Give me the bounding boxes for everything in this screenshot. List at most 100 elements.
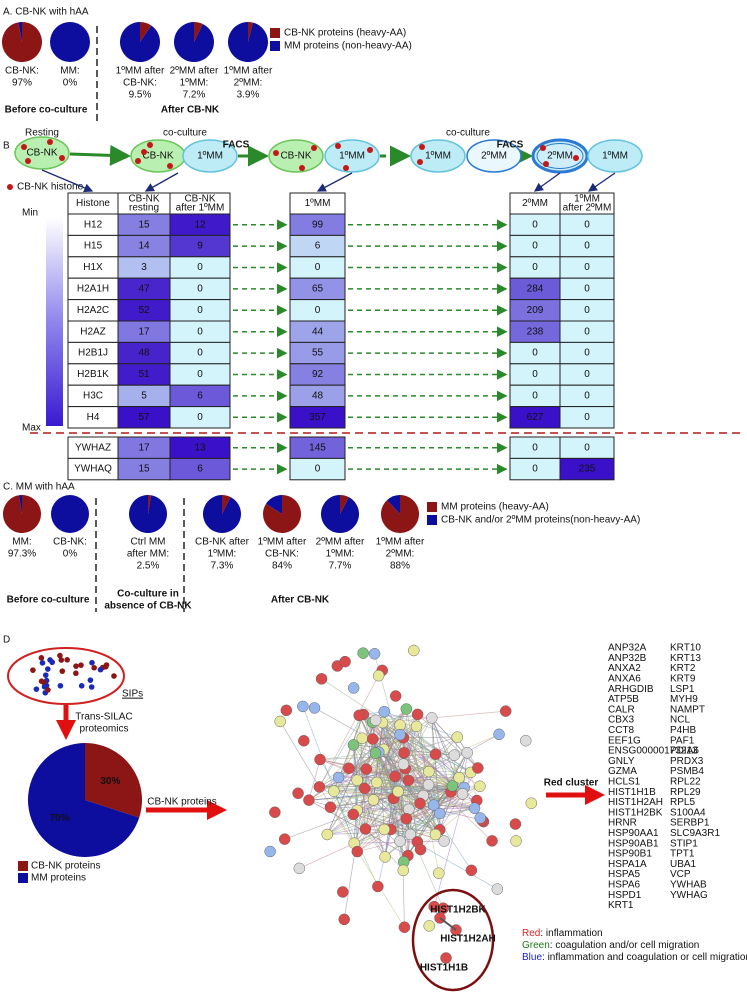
network-node xyxy=(368,794,379,805)
histone-dot xyxy=(167,163,173,169)
network-node xyxy=(395,729,406,740)
cell-value: 0 xyxy=(197,412,203,423)
histone-dot xyxy=(147,142,153,148)
cell-value: 12 xyxy=(194,219,206,230)
network-node xyxy=(275,716,286,727)
sip-dot xyxy=(78,662,84,668)
cell-value: 0 xyxy=(584,391,590,402)
group-label: Before co-culture xyxy=(5,105,88,116)
legend-text: : inflammation xyxy=(540,928,602,939)
network-node xyxy=(360,823,371,834)
network-node xyxy=(415,844,426,855)
pie-wedge xyxy=(381,495,419,533)
diagram-label: co-culture xyxy=(163,128,207,139)
network-node xyxy=(293,788,304,799)
histone-dot xyxy=(21,144,27,150)
header-text: Histone xyxy=(76,198,110,209)
histone-dot xyxy=(573,155,579,161)
pie-caption: 3.9% xyxy=(237,90,260,101)
network-node xyxy=(447,780,458,791)
cluster-label: Red cluster xyxy=(544,778,599,789)
legend-label: CB-NK proteins xyxy=(31,861,100,872)
cell-value: 0 xyxy=(584,412,590,423)
network-node xyxy=(462,747,473,758)
cell-value: 6 xyxy=(197,391,203,402)
sip-dot xyxy=(104,662,110,668)
histone-dot xyxy=(299,165,305,171)
legend-label: CB-NK and/or 2ºMM proteins(non-heavy-AA) xyxy=(441,515,640,526)
cell-value: 0 xyxy=(584,262,590,273)
network-node xyxy=(348,809,359,820)
cell-value: 13 xyxy=(194,442,206,453)
sip-dot xyxy=(111,673,117,679)
pie-caption: 0% xyxy=(63,78,78,89)
pie-caption: 88% xyxy=(390,561,410,572)
cell-label: 2ºMM xyxy=(547,151,573,162)
cell-value: 0 xyxy=(532,391,538,402)
panel-title: C. MM with hAA xyxy=(3,482,75,493)
network-node xyxy=(339,914,350,925)
network-node xyxy=(492,884,503,895)
pie-remainder xyxy=(51,495,89,533)
slice-label: 70% xyxy=(50,813,70,824)
flow-arrow xyxy=(70,154,128,156)
sips-label: SIPs xyxy=(122,689,143,700)
network-node xyxy=(457,788,468,799)
legend-label: MM proteins (non-heavy-AA) xyxy=(284,41,412,52)
network-node xyxy=(403,775,414,786)
histone-dot xyxy=(141,149,147,155)
pie-remainder xyxy=(50,22,90,62)
cell-value: 0 xyxy=(532,219,538,230)
cell-value: 209 xyxy=(527,305,544,316)
histone-dot xyxy=(540,145,546,151)
network-node xyxy=(294,863,305,874)
pie-caption: Ctrl MM xyxy=(131,537,166,548)
sip-dot xyxy=(30,667,36,673)
pie-caption: after MM: xyxy=(127,549,169,560)
cell-value: 0 xyxy=(584,241,590,252)
legend-text: : inflammation and coagulation or cell m… xyxy=(542,952,747,963)
legend-swatch xyxy=(427,515,437,525)
diagram-label: FACS xyxy=(497,140,524,151)
cell-value: 52 xyxy=(138,305,150,316)
network-node xyxy=(358,648,369,659)
cell-value: 6 xyxy=(197,464,203,475)
network-node xyxy=(316,673,327,684)
network-edge xyxy=(440,918,456,930)
row-label: H12 xyxy=(84,219,103,230)
network-node xyxy=(472,762,483,773)
histone-dot xyxy=(273,150,279,156)
cell-value: 9 xyxy=(197,241,203,252)
scale-label: Min xyxy=(22,208,38,219)
pie-caption: 97% xyxy=(12,78,32,89)
network-node xyxy=(526,798,537,809)
cell-value: 6 xyxy=(315,241,321,252)
sip-dot xyxy=(45,687,51,693)
network-node xyxy=(352,846,363,857)
histone-dot xyxy=(367,147,373,153)
network-node xyxy=(394,836,405,847)
network-node xyxy=(423,779,434,790)
network-node xyxy=(408,645,419,656)
legend-line: Red: inflammation xyxy=(522,928,603,939)
cell-value: 0 xyxy=(532,464,538,475)
cell-value: 235 xyxy=(579,464,596,475)
legend-label: CB-NK proteins (heavy-AA) xyxy=(284,28,406,39)
histone-dot xyxy=(47,139,53,145)
cell-label: CB-NK xyxy=(142,151,173,162)
histone-dot xyxy=(25,158,31,164)
network-node xyxy=(303,795,314,806)
network-node xyxy=(500,706,511,717)
pie-caption: 2ºMM after xyxy=(316,537,365,548)
network-node xyxy=(322,829,333,840)
network-node xyxy=(354,710,365,721)
header-text: 2ºMM xyxy=(522,198,548,209)
link-arrow xyxy=(589,173,615,191)
cell-label: 1ºMM xyxy=(425,151,451,162)
network-node xyxy=(475,812,486,823)
network-node xyxy=(281,705,292,716)
cell-value: 0 xyxy=(532,348,538,359)
cell-value: 57 xyxy=(138,412,150,423)
